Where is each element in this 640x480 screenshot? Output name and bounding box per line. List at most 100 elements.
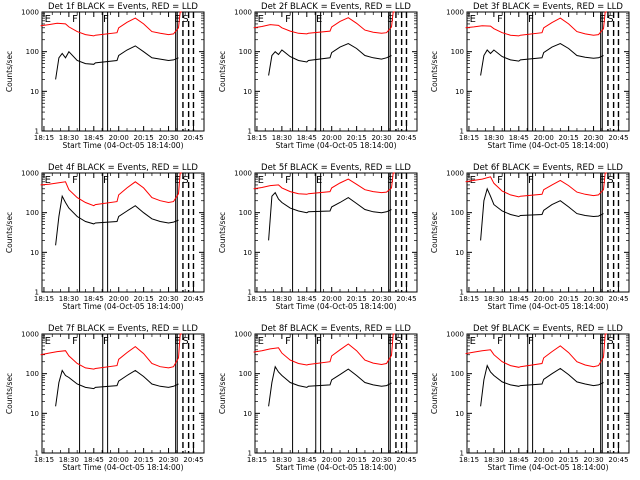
flag-label: S <box>607 14 613 25</box>
x-tick-label: 20:45 <box>183 456 203 464</box>
y-tick-label: 1000 <box>21 9 39 17</box>
series-lld-line <box>465 333 607 368</box>
x-tick-label: 20:15 <box>559 295 579 303</box>
flag-label: F <box>72 175 78 186</box>
flag-label: E <box>258 14 264 25</box>
x-tick-label: 18:45 <box>509 134 529 142</box>
x-axis-label: Start Time (04-Oct-05 18:14:00) <box>487 302 608 311</box>
y-tick-label: 1000 <box>446 331 464 339</box>
y-tick-label: 1000 <box>234 331 252 339</box>
panel-9: Det 9f BLACK = Events, RED = LLD 1 10 100 10… <box>430 324 630 472</box>
y-tick-label: 1000 <box>21 331 39 339</box>
series-events-line <box>55 45 179 80</box>
x-tick-label: 20:30 <box>583 295 603 303</box>
y-tick-label: 1000 <box>234 9 252 17</box>
x-tick-label: 18:15 <box>247 295 267 303</box>
panel-title: Det 8f BLACK = Events, RED = LLD <box>261 324 411 334</box>
flag-label: E <box>174 14 180 25</box>
series-lld-line <box>253 333 395 366</box>
x-tick-label: 18:30 <box>272 295 292 303</box>
series-lld-line <box>40 172 182 207</box>
y-tick-label: 1000 <box>446 170 464 178</box>
x-tick-label: 20:00 <box>322 295 342 303</box>
flag-label: F <box>497 175 503 186</box>
x-tick-label: 20:45 <box>396 456 416 464</box>
y-tick-label: 1000 <box>234 170 252 178</box>
x-axis-label: Start Time (04-Oct-05 18:14:00) <box>62 463 183 472</box>
x-tick-label: 20:45 <box>396 134 416 142</box>
x-tick-label: 20:00 <box>109 134 129 142</box>
panel-1: Det 1f BLACK = Events, RED = LLD 1 10 100 10… <box>5 2 205 150</box>
y-tick-label: 10 <box>243 88 252 96</box>
y-tick-label: 1000 <box>446 9 464 17</box>
y-tick-label: 10 <box>455 410 464 418</box>
x-tick-label: 18:45 <box>84 456 104 464</box>
flag-label: E <box>599 175 605 186</box>
y-tick-label: 100 <box>26 209 39 217</box>
x-tick-label: 18:15 <box>459 134 479 142</box>
flag-label: E <box>599 14 605 25</box>
x-tick-label: 20:15 <box>134 134 154 142</box>
y-tick-label: 100 <box>239 48 252 56</box>
flag-label: F <box>316 336 322 347</box>
x-tick-label: 20:15 <box>347 456 367 464</box>
x-tick-label: 18:45 <box>297 134 317 142</box>
flag-label: F <box>103 175 109 186</box>
x-tick-label: 18:15 <box>247 456 267 464</box>
x-tick-label: 20:30 <box>158 134 178 142</box>
x-tick-label: 18:15 <box>34 134 54 142</box>
y-tick-label: 10 <box>30 249 39 257</box>
flag-label: E <box>258 175 264 186</box>
x-tick-label: 20:45 <box>608 456 628 464</box>
x-tick-label: 20:45 <box>396 295 416 303</box>
y-tick-label: 10 <box>30 410 39 418</box>
panel-title: Det 7f BLACK = Events, RED = LLD <box>48 324 198 334</box>
flag-label: E <box>599 336 605 347</box>
plot-frame <box>41 172 205 293</box>
y-tick-label: 1 <box>248 128 252 136</box>
x-tick-label: 20:45 <box>183 295 203 303</box>
x-tick-label: 20:15 <box>559 134 579 142</box>
flag-label: F <box>497 14 503 25</box>
y-axis-label: Counts/sec <box>5 212 14 253</box>
x-axis-label: Start Time (04-Oct-05 18:14:00) <box>275 463 396 472</box>
y-tick-label: 100 <box>26 48 39 56</box>
x-tick-label: 18:30 <box>272 134 292 142</box>
flag-label: E <box>45 336 51 347</box>
x-tick-label: 18:30 <box>484 295 504 303</box>
panel-5: Det 5f BLACK = Events, RED = LLD 1 10 100 10… <box>218 163 418 311</box>
flag-label: S <box>395 336 401 347</box>
panel-4: Det 4f BLACK = Events, RED = LLD 1 10 100 10… <box>5 163 205 311</box>
flag-label: F <box>103 336 109 347</box>
y-tick-label: 1 <box>460 289 464 297</box>
y-axis-label: Counts/sec <box>5 373 14 414</box>
x-tick-label: 20:45 <box>608 134 628 142</box>
y-tick-label: 10 <box>455 249 464 257</box>
x-tick-label: 20:15 <box>134 456 154 464</box>
flag-label: S <box>182 336 188 347</box>
y-tick-label: 1 <box>35 289 39 297</box>
x-tick-label: 20:00 <box>534 295 554 303</box>
x-tick-label: 18:45 <box>297 295 317 303</box>
flag-label: E <box>45 175 51 186</box>
x-tick-label: 20:30 <box>371 295 391 303</box>
x-tick-label: 20:30 <box>158 295 178 303</box>
x-tick-label: 20:45 <box>183 134 203 142</box>
x-tick-label: 20:30 <box>371 456 391 464</box>
series-events-line <box>268 191 392 241</box>
y-axis-label: Counts/sec <box>430 212 439 253</box>
panel-title: Det 9f BLACK = Events, RED = LLD <box>473 324 623 334</box>
flag-label: E <box>316 14 322 25</box>
y-tick-label: 10 <box>243 249 252 257</box>
panel-title: Det 3f BLACK = Events, RED = LLD <box>473 2 623 12</box>
flag-label: F <box>497 336 503 347</box>
series-lld-line <box>40 333 182 370</box>
series-events-line <box>268 43 392 76</box>
x-tick-label: 18:30 <box>59 456 79 464</box>
panel-6: Det 6f BLACK = Events, RED = LLD 1 10 100 10… <box>430 163 630 311</box>
x-tick-label: 20:15 <box>559 456 579 464</box>
panel-title: Det 6f BLACK = Events, RED = LLD <box>473 163 623 173</box>
flag-label: E <box>174 175 180 186</box>
series-events-line <box>480 364 604 407</box>
y-tick-label: 100 <box>239 370 252 378</box>
